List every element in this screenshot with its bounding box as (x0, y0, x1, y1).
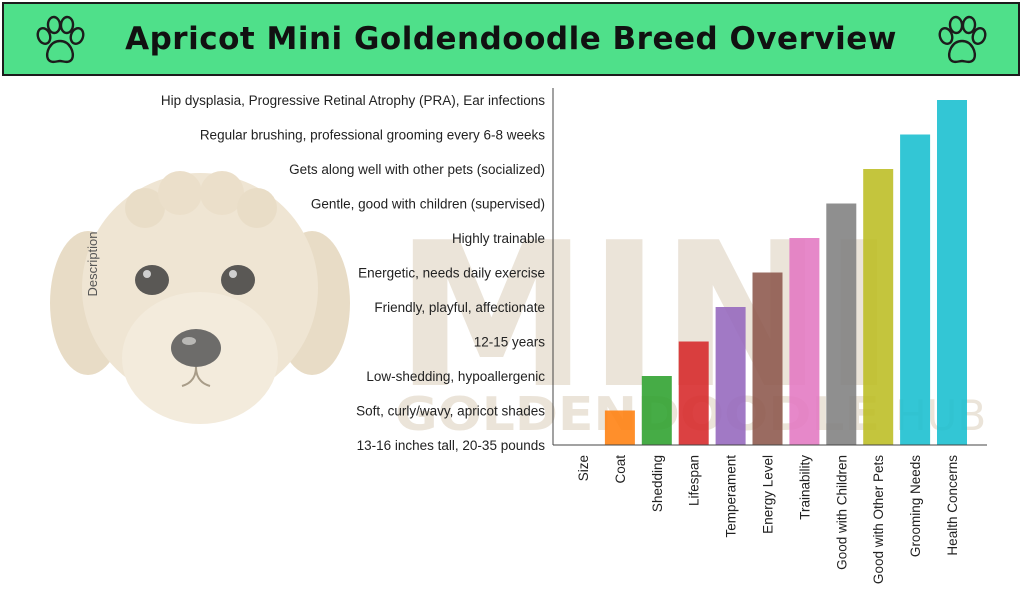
y-tick-label: 13-16 inches tall, 20-35 pounds (357, 438, 546, 453)
x-tick-label: Health Concerns (945, 455, 960, 556)
paw-icon (938, 15, 987, 64)
x-tick-label: Grooming Needs (908, 455, 923, 557)
x-tick-label: Trainability (797, 455, 812, 520)
goldendoodle-illustration (50, 171, 350, 424)
x-tick-label: Size (576, 455, 591, 481)
y-tick-label: Gentle, good with children (supervised) (311, 197, 545, 212)
y-tick-labels: 13-16 inches tall, 20-35 pounds Soft, cur… (161, 93, 545, 453)
bar-series (604, 100, 967, 445)
bar (752, 272, 783, 445)
x-tick-label: Good with Children (834, 455, 849, 570)
bar (937, 100, 967, 445)
bar (789, 238, 820, 445)
title-banner: Apricot Mini Goldendoodle Breed Overview (2, 2, 1020, 76)
y-tick-label: Soft, curly/wavy, apricot shades (356, 404, 545, 419)
x-tick-label: Shedding (650, 455, 665, 512)
bar (715, 307, 746, 445)
bar (900, 134, 931, 445)
y-axis-label: Description (85, 231, 100, 296)
y-tick-label: Regular brushing, professional grooming … (200, 128, 545, 143)
y-tick-label: Hip dysplasia, Progressive Retinal Atrop… (161, 93, 545, 108)
x-tick-label: Energy Level (761, 455, 776, 534)
x-tick-label: Temperament (724, 455, 739, 538)
y-tick-label: 12-15 years (474, 335, 546, 350)
x-tick-label: Good with Other Pets (871, 455, 886, 584)
y-tick-label: Energetic, needs daily exercise (358, 266, 545, 281)
y-tick-label: Low-shedding, hypoallergenic (366, 369, 545, 384)
bar (863, 169, 894, 445)
bar (678, 341, 709, 445)
y-tick-label: Gets along well with other pets (sociali… (289, 162, 545, 177)
paw-icon (36, 15, 85, 64)
bar (641, 376, 672, 445)
x-tick-labels: Size Coat Shedding Lifespan Temperament Energ… (576, 455, 960, 584)
bar (826, 203, 857, 445)
y-tick-label: Highly trainable (452, 231, 545, 246)
bar (604, 410, 635, 445)
x-tick-label: Lifespan (687, 455, 702, 506)
y-tick-label: Friendly, playful, affectionate (374, 300, 545, 315)
x-tick-label: Coat (613, 455, 628, 484)
page-title: Apricot Mini Goldendoodle Breed Overview (125, 21, 897, 57)
breed-chart: 13-16 inches tall, 20-35 pounds Soft, cur… (85, 88, 987, 584)
